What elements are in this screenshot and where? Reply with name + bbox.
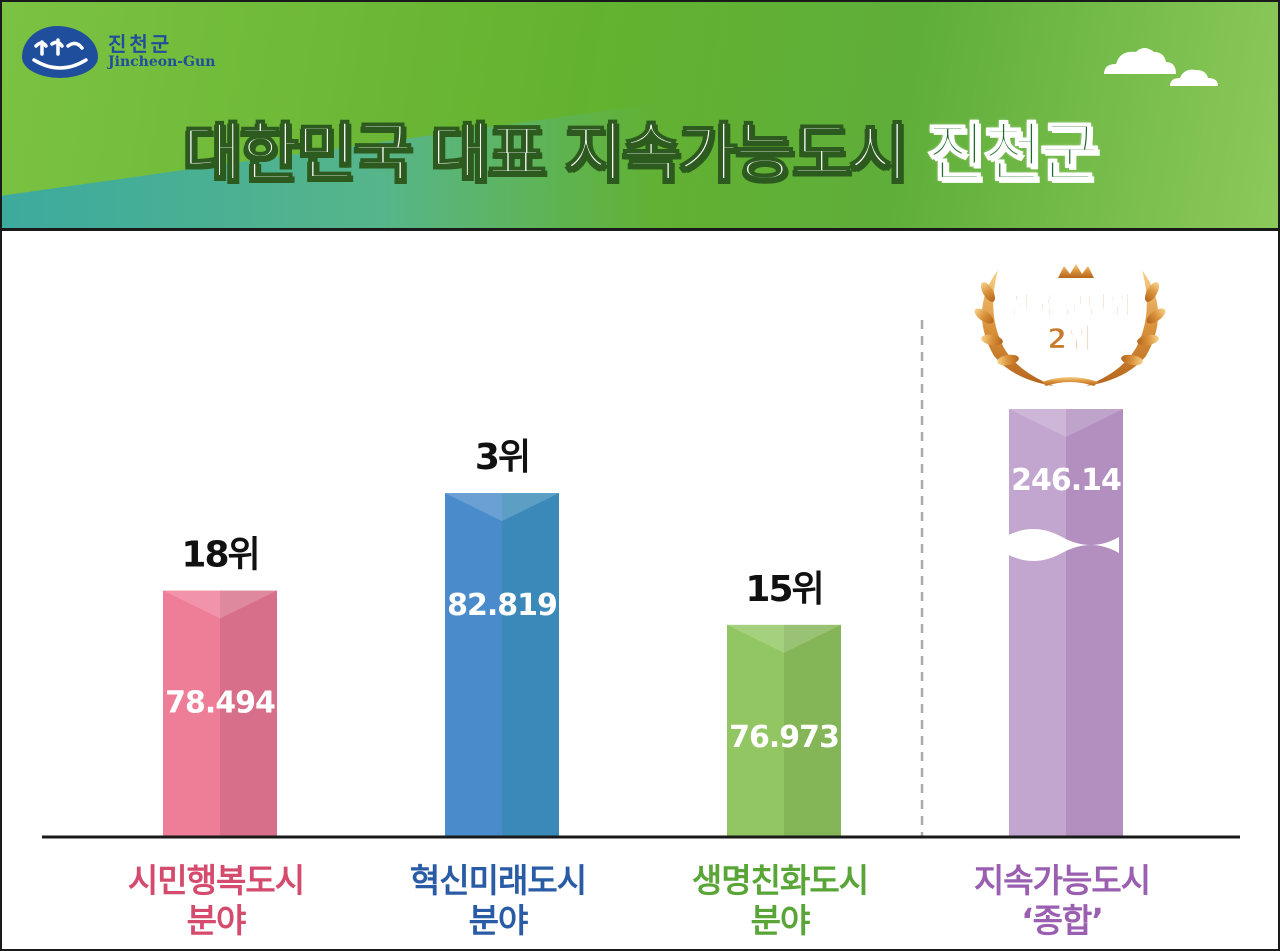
cloud-icon [1104,48,1218,86]
bar-1: 78.494 18위 [163,535,277,837]
crown-icon [1058,264,1094,278]
bar-face-right [1066,409,1123,837]
bar-value-label: 76.973 [729,720,839,755]
category-label-line2: ‘종합’ [1021,901,1103,940]
bar-value-label: 246.14 [1011,463,1121,498]
jincheon-emblem-icon [22,26,98,78]
badge-line2: 2위 [1047,322,1092,355]
rank-label: 15위 [745,569,822,610]
logo-korean-name: 진천군 [108,32,173,56]
bar-4: 246.14 [1005,409,1123,837]
rank-label: 3위 [475,437,529,478]
bar-bevel [445,493,559,522]
bar-bevel [1009,409,1123,437]
bar-face-left [163,590,220,837]
badge-line1: 전국 군단위 [1008,291,1132,320]
laurel-wreath-icon [974,270,1166,386]
bar-value-label: 78.494 [165,686,275,721]
category-label-line1: 생명친화도시 [692,861,868,900]
bar-face-left [445,493,502,837]
bar-2: 82.819 3위 [445,437,559,837]
page-title: 대한민국 대표 지속가능도시 진천군 [2,102,1278,194]
title-main: 대한민국 대표 지속가능도시 [182,116,909,192]
bar-bevel [727,624,841,653]
category-label-line2: 분야 [469,901,528,940]
award-badge: 전국 군단위 2위 [974,264,1166,386]
category-label-line1: 혁신미래도시 [410,861,586,900]
category-label-line1: 지속가능도시 [974,861,1150,900]
bar-3: 76.973 15위 [727,569,841,837]
jincheon-logo: 진천군 Jincheon-Gun [22,26,222,82]
bar-face-right [784,624,841,837]
bar-value-label: 82.819 [447,588,557,623]
bar-face-left [1009,409,1066,837]
header-banner: 진천군 Jincheon-Gun 대한민국 대표 지속가능도시 진천군 [2,2,1278,231]
bar-face-right [502,493,559,837]
logo-english-name: Jincheon-Gun [108,54,216,70]
category-label-line2: 분야 [751,901,810,940]
category-label-line2: 분야 [187,901,246,940]
category-label-line1: 시민행복도시 [128,861,304,900]
bar-face-right [220,590,277,837]
rank-label: 18위 [181,535,258,576]
bar-bevel [163,590,277,619]
title-highlight: 진천군 [925,116,1100,192]
bar-face-left [727,624,784,837]
axis-break-wave [1005,529,1119,561]
